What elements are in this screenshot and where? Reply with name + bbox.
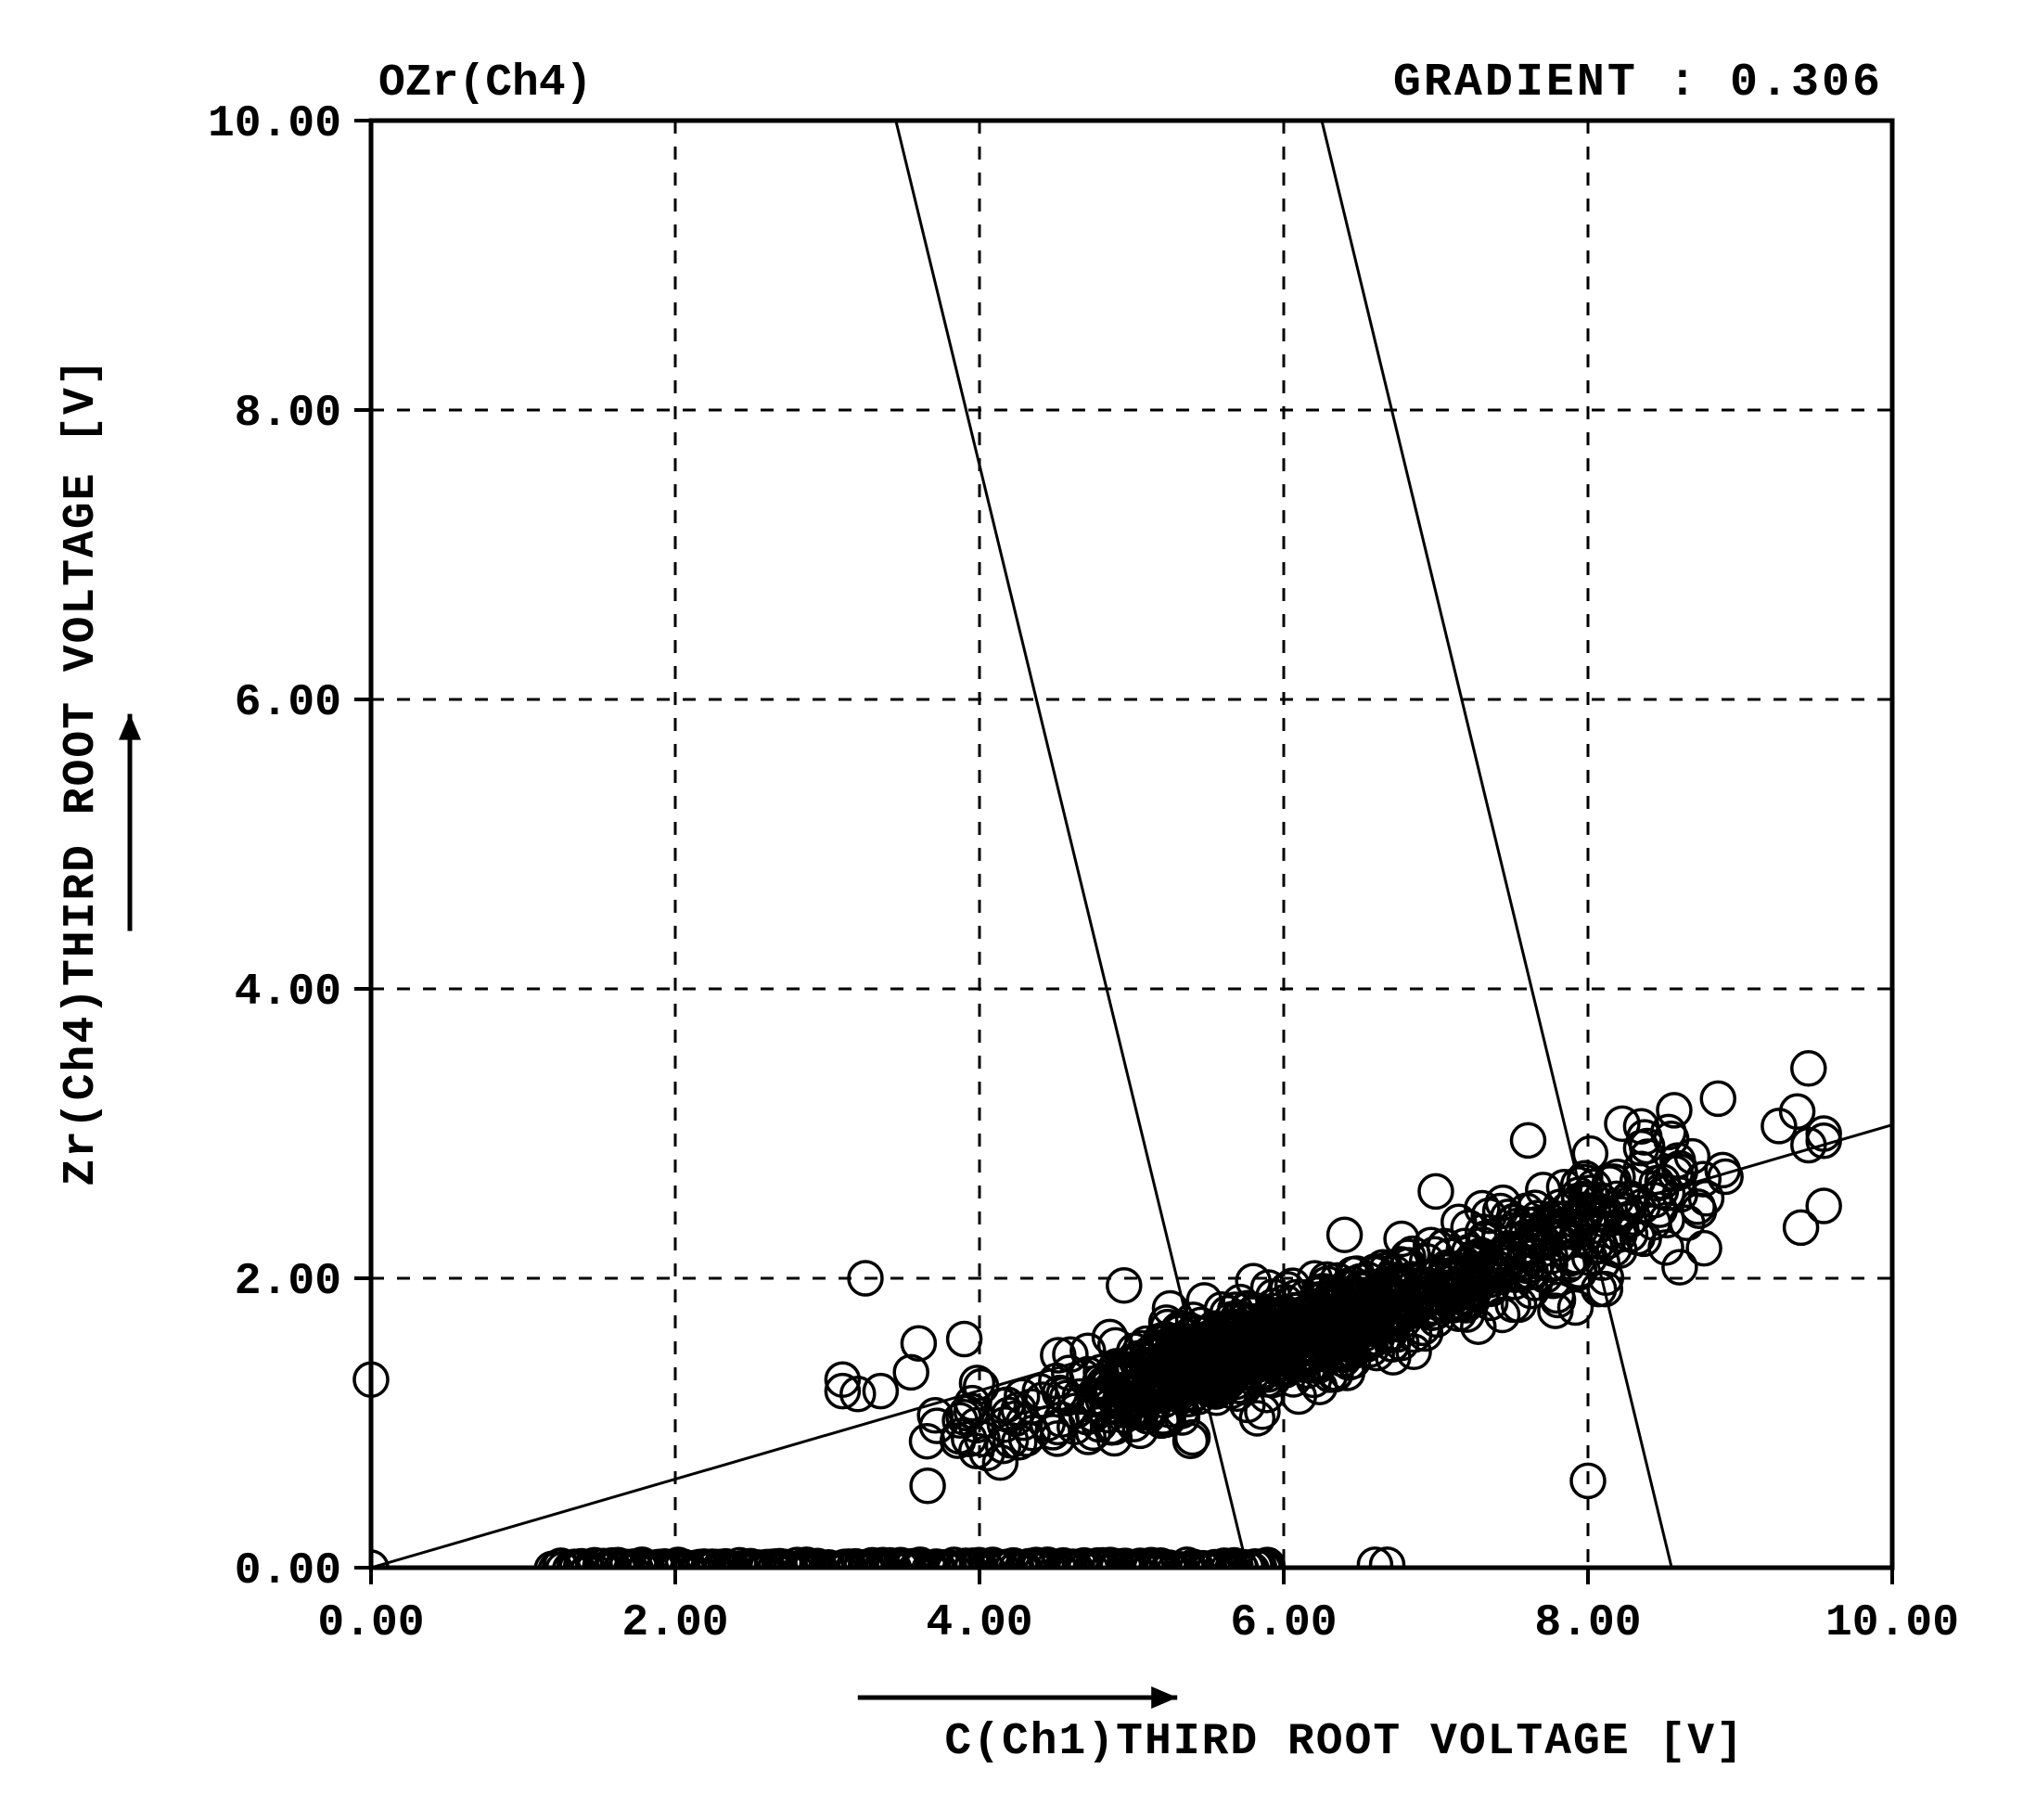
x-tick-label: 2.00 (621, 1598, 728, 1648)
chart-title: OZr(Ch4) (378, 58, 592, 109)
y-tick-label: 0.00 (235, 1546, 341, 1596)
x-tick-label: 4.00 (926, 1598, 1032, 1648)
x-tick-label: 0.00 (317, 1598, 424, 1648)
y-tick-label: 8.00 (235, 389, 341, 439)
gradient-label: GRADIENT : 0.306 (1393, 57, 1883, 109)
scatter-chart-svg: 0.00 2.00 4.00 6.00 8.00 10.00 0.00 2.00 4.00 6.0… (0, 0, 2023, 1820)
y-axis-label: Zr(Ch4)THIRD ROOT VOLTAGE [V] (57, 357, 107, 1186)
y-tick-label: 2.00 (235, 1257, 341, 1307)
x-axis-label: C(Ch1)THIRD ROOT VOLTAGE [V] (944, 1717, 1745, 1767)
y-tick-label: 4.00 (235, 968, 341, 1018)
x-tick-label: 6.00 (1230, 1598, 1337, 1648)
chart-container: 0.00 2.00 4.00 6.00 8.00 10.00 0.00 2.00 4.00 6.0… (0, 0, 2023, 1820)
x-tick-label: 8.00 (1534, 1598, 1641, 1648)
y-tick-label: 10.00 (208, 99, 341, 149)
y-tick-label: 6.00 (235, 678, 341, 728)
x-tick-label: 10.00 (1825, 1598, 1959, 1648)
